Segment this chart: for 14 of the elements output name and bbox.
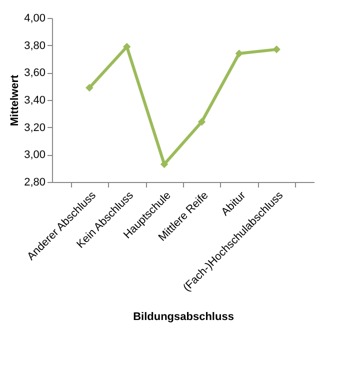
point (86, 84, 94, 92)
y-tick-label: 3,00 (24, 149, 46, 162)
y-tick-label: 3,20 (24, 122, 46, 134)
point (198, 118, 206, 126)
y-tick-label: 2,80 (24, 176, 46, 188)
point (122, 42, 131, 51)
y-axis-title: Mittelwert (9, 74, 22, 126)
point (272, 46, 280, 54)
y-tick-label: 3,80 (24, 40, 46, 52)
y-tick-label: 3,40 (24, 94, 46, 106)
point (160, 160, 168, 168)
y-tick-label: 4,00 (24, 12, 46, 24)
y-tick-label: 3,60 (24, 67, 46, 80)
x-axis-title: Bildungsabschluss (133, 311, 234, 324)
